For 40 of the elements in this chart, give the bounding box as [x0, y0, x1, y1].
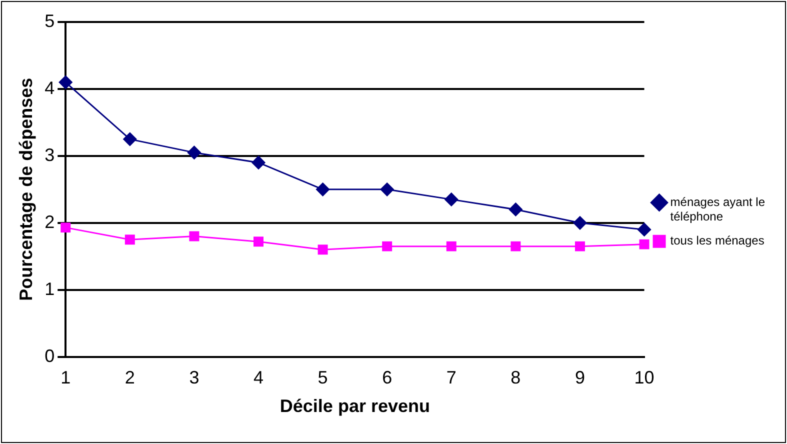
y-tick-label: 0	[44, 346, 55, 366]
y-tick-label: 4	[44, 78, 55, 98]
x-axis-title: Décile par revenu	[280, 396, 430, 416]
x-tick-label: 3	[189, 368, 200, 388]
y-tick-label: 5	[44, 10, 55, 31]
x-tick-label: 10	[634, 368, 654, 388]
point	[508, 202, 522, 216]
y-tick-label: 1	[44, 278, 55, 299]
x-tick-label: 5	[318, 368, 328, 388]
point	[446, 241, 456, 252]
point	[58, 76, 72, 90]
point	[187, 146, 201, 160]
x-tick-label: 1	[60, 368, 71, 388]
point	[573, 216, 587, 230]
legend-label: ménages ayant le téléphone	[670, 194, 766, 224]
x-tick-label: 4	[253, 368, 264, 388]
point	[316, 182, 330, 196]
x-tick-label: 9	[574, 368, 585, 388]
point	[318, 244, 328, 255]
point	[380, 182, 394, 196]
point	[60, 222, 71, 233]
point	[510, 241, 521, 252]
legend-label: tous les ménages	[670, 234, 764, 248]
point	[639, 239, 650, 250]
point	[574, 241, 585, 252]
x-tick-label: 8	[510, 368, 521, 388]
point	[254, 236, 264, 247]
x-tick-label: 2	[124, 368, 135, 388]
x-tick-label: 7	[446, 368, 456, 388]
y-tick-label: 3	[44, 144, 55, 165]
y-tick-label: 2	[44, 212, 55, 232]
point	[382, 241, 392, 252]
y-axis-title: Pourcentage de dépenses	[16, 78, 36, 301]
x-tick-label: 6	[382, 368, 392, 388]
point	[444, 192, 458, 206]
point	[638, 222, 652, 236]
point	[252, 156, 266, 170]
point	[124, 234, 135, 245]
point	[189, 231, 200, 242]
point	[123, 132, 137, 146]
